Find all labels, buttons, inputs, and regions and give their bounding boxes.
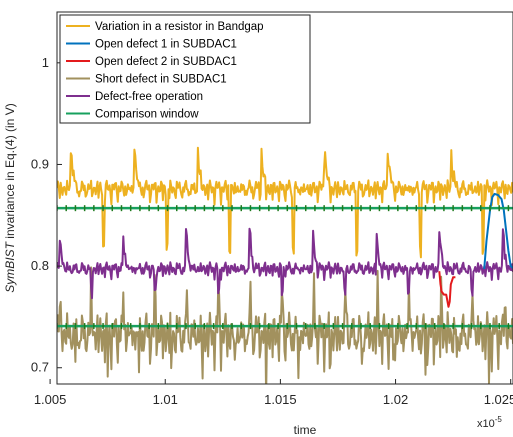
legend-entry: Open defect 2 in SUBDAC1 <box>95 56 237 68</box>
plot-frame <box>56 11 513 385</box>
plot-area <box>57 146 513 384</box>
y-tick-label: 0.9 <box>31 156 49 171</box>
legend: Variation in a resistor in Bandgap Open d… <box>59 14 311 124</box>
y-axis-label-part-1: Sym <box>3 269 17 293</box>
x-axis-exponent-power: -5 <box>495 415 503 424</box>
axis-ticks: 1.005 1.01 1.015 1.02 1.025 0.7 0.8 0.9 1 <box>31 55 513 407</box>
legend-box <box>59 14 311 124</box>
legend-entry: Variation in a resistor in Bandgap <box>95 21 264 33</box>
y-axis-label-part-2: BIST <box>3 240 17 268</box>
y-axis-label-part-3: invariance in Eq.(4) (in V) <box>3 103 17 242</box>
legend-entry: Open defect 1 in SUBDAC1 <box>95 39 237 51</box>
y-tick-label: 0.8 <box>31 258 49 273</box>
legend-entry: Comparison window <box>95 109 199 121</box>
x-tick-label: 1.005 <box>34 392 67 407</box>
x-axis-exponent-base: x10 <box>477 418 495 430</box>
x-tick-label: 1.025 <box>484 392 513 407</box>
legend-entry: Short defect in SUBDAC1 <box>95 74 227 86</box>
series-line-1 <box>57 146 513 259</box>
series-line-4 <box>57 266 513 384</box>
x-tick-label: 1.02 <box>383 392 408 407</box>
x-tick-label: 1.015 <box>264 392 297 407</box>
series-line-5 <box>57 227 513 300</box>
x-axis-exponent: x10-5 <box>477 415 502 430</box>
y-axis-label: SymBIST invariance in Eq.(4) (in V) <box>3 103 17 292</box>
x-axis-label: time <box>294 423 317 437</box>
y-tick-label: 1 <box>42 55 49 70</box>
legend-entry: Defect-free operation <box>95 91 203 103</box>
x-tick-label: 1.01 <box>153 392 178 407</box>
series-line-2 <box>483 192 513 270</box>
series-line-3 <box>438 271 456 308</box>
y-tick-label: 0.7 <box>31 360 49 375</box>
